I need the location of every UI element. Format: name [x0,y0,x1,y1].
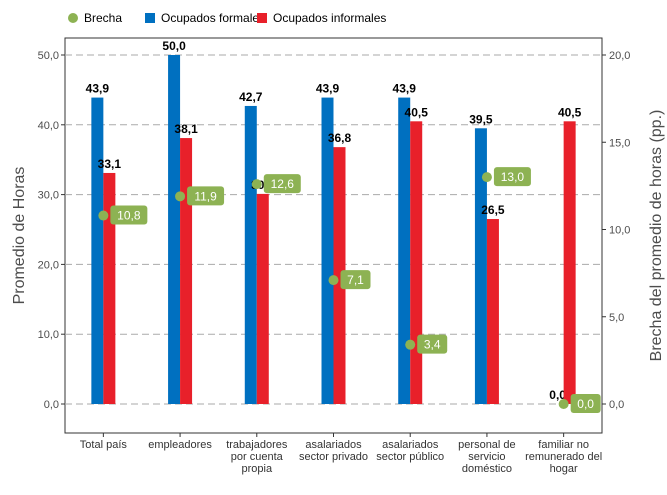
gap-label: 3,4 [424,338,441,352]
bar-formal [168,55,181,404]
bar-informal [103,172,116,404]
legend-key-gap [68,13,78,23]
gap-label: 12,6 [271,177,295,191]
bar-formal-value: 0,0 [549,388,566,402]
y2-tick-label: 10,0 [609,225,630,237]
bar-formal-value: 50,0 [162,39,186,53]
bar-formal-value: 39,5 [469,112,493,126]
gap-point [98,210,109,221]
y-tick-label: 10,0 [38,329,59,341]
bar-formal-value: 43,9 [316,82,340,96]
y-tick-label: 40,0 [38,120,59,132]
x-category-label: empleadores [148,439,212,451]
bar-formal [91,97,104,404]
legend-key-formal [145,13,155,23]
bar-formal-value: 42,7 [239,90,263,104]
y-tick-label: 30,0 [38,190,59,202]
bar-informal [256,193,269,404]
y-tick-label: 0,0 [44,399,59,411]
gap-label-box [417,334,448,354]
legend-key-informal [257,13,267,23]
x-category-label: propia [241,463,272,475]
x-category-label: personal de [458,439,516,451]
legend-label: Ocupados informales [273,11,386,25]
y2-tick-label: 20,0 [609,50,630,62]
bar-informal-value: 33,1 [98,157,122,171]
bar-informal-value: 40,5 [558,105,582,119]
legend-label: Brecha [84,11,122,25]
y2-tick-label: 15,0 [609,137,630,149]
bar-informal [410,121,423,404]
bar-formal-value: 43,9 [86,82,110,96]
gap-point [481,172,492,183]
bar-informal-value: 36,8 [328,131,352,145]
bar-informal [563,121,576,404]
x-category-label: hogar [550,463,578,475]
gap-label-box [570,394,601,413]
x-category-label: asalariados [305,439,362,451]
gap-label-box [187,186,225,206]
x-category-label: sector privado [299,451,368,463]
x-category-label: sector público [376,451,444,463]
x-category-label: asalariados [382,439,439,451]
gap-label-box [340,270,371,290]
x-category-label: servicio [468,451,505,463]
x-category-label: remunerado del [525,451,602,463]
x-category-label: por cuenta [231,451,284,463]
bar-informal [486,219,499,404]
bar-informal [333,147,346,405]
gap-label-box [110,205,148,225]
bar-informal-value: 38,1 [174,122,198,136]
bar-formal-value: 43,9 [393,82,417,96]
y-tick-label: 20,0 [38,259,59,271]
bar-formal [321,97,334,404]
y2-tick-label: 0,0 [609,399,624,411]
gap-point [175,191,186,202]
bar-informal-value: 26,5 [481,203,505,217]
gap-label: 0,0 [577,397,594,411]
gap-point [251,179,262,190]
gap-point [558,399,569,409]
x-category-label: Total país [80,439,128,451]
gap-label: 11,9 [194,189,217,203]
bar-informal-value: 40,5 [405,105,429,119]
legend-label: Ocupados formales [161,11,265,25]
gap-label: 13,0 [501,170,525,184]
gap-point [328,275,339,286]
x-category-label: familiar no [538,439,589,451]
gap-label: 7,1 [347,273,364,287]
bar-formal [244,105,257,404]
x-category-label: doméstico [462,463,512,475]
gap-point [405,339,416,350]
gap-label-box [493,167,531,187]
bar-formal [398,97,411,404]
bar-formal [474,128,487,405]
x-category-label: trabajadores [226,439,288,451]
gap-label: 10,8 [117,209,141,223]
bar-informal [180,138,193,404]
y-tick-label: 50,0 [38,50,59,62]
y2-axis-title: Brecha del promedio de horas (pp.) [648,110,665,362]
y2-tick-label: 5,0 [609,312,624,324]
gap-label-box [263,174,301,194]
y-axis-title: Promedio de Horas [11,167,28,305]
